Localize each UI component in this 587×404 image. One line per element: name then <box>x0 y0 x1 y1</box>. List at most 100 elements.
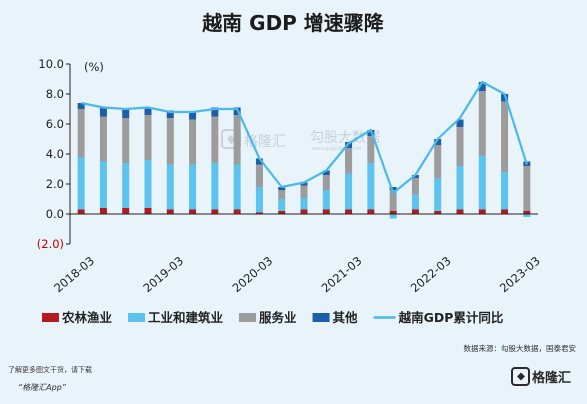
bar-segment <box>233 115 241 165</box>
bar-segment <box>300 182 308 186</box>
bar-segment <box>322 209 330 214</box>
bar-segment <box>189 209 197 214</box>
bar-segment <box>456 166 464 210</box>
legend-item: 工业和建筑业 <box>128 310 224 325</box>
bar-stack <box>434 139 442 214</box>
legend-item: 其他 <box>312 310 359 325</box>
bar-segment <box>501 94 509 102</box>
x-tick-label: 2020-03 <box>230 254 276 296</box>
bar-segment <box>345 209 353 214</box>
bar-segment <box>99 208 107 214</box>
bar-stack <box>367 130 375 214</box>
bar-segment <box>501 172 509 210</box>
legend-label: 服务业 <box>259 310 297 325</box>
y-unit-label: (%) <box>84 60 104 74</box>
bar-segment <box>434 178 442 211</box>
bar-segment <box>99 161 107 208</box>
bar-stack <box>122 109 130 214</box>
bar-segment <box>478 91 486 156</box>
bar-segment <box>300 209 308 214</box>
x-tick-label: 2019-03 <box>140 254 186 296</box>
bar-stack <box>144 107 152 214</box>
bar-stack <box>501 94 509 214</box>
bar-segment <box>77 103 85 109</box>
legend: 农林渔业 工业和建筑业 服务业 其他 越南GDP累计同比 <box>42 310 504 325</box>
bar-segment <box>189 164 197 210</box>
bar-segment <box>523 211 531 214</box>
brand-logo: 格隆汇 <box>511 367 571 386</box>
bar-segment <box>411 194 419 210</box>
bar-segment <box>77 157 85 210</box>
bar-segment <box>345 173 353 210</box>
bar-segment <box>478 82 486 91</box>
bar-segment <box>478 155 486 210</box>
bar-stack <box>456 119 464 214</box>
bar-stack <box>345 142 353 214</box>
bar-segment <box>411 175 419 178</box>
bar-stack <box>523 161 531 217</box>
y-tick-label: 2.0 <box>46 177 64 191</box>
bar-segment <box>300 197 308 210</box>
bar-segment <box>322 175 330 190</box>
bar-segment <box>166 164 174 210</box>
legend-label: 工业和建筑业 <box>148 310 224 325</box>
download-hint: 了解更多图文干货，请下载 <box>8 365 92 374</box>
bar-segment <box>411 209 419 214</box>
legend-swatch <box>42 313 59 322</box>
bar-stack <box>189 112 197 214</box>
bar-stack <box>233 107 241 214</box>
bar-segment <box>77 209 85 214</box>
bar-segment <box>144 208 152 214</box>
legend-label: 农林渔业 <box>61 310 113 325</box>
watermark-url: www.gogudata.com <box>312 146 362 152</box>
y-tick-label: (2.0) <box>37 237 64 251</box>
bar-segment <box>367 209 375 214</box>
bar-stack <box>77 103 85 214</box>
bar-segment <box>211 107 219 117</box>
bar-segment <box>255 187 263 213</box>
y-tick-label: 8.0 <box>46 87 64 101</box>
bar-segment <box>77 109 85 157</box>
bar-segment <box>523 166 531 211</box>
bar-segment <box>278 211 286 214</box>
bar-segment <box>278 190 286 199</box>
y-axis: 10.0 8.0 6.0 4.0 2.0 0.0 (2.0) <box>37 57 71 251</box>
bar-stack <box>166 110 174 214</box>
bar-segment <box>389 214 397 219</box>
x-tick-label: 2018-03 <box>51 254 97 296</box>
watermark: 格隆汇 勾股大数据 www.gogudata.com <box>221 129 380 152</box>
bar-segment <box>211 163 219 210</box>
brand-logo-icon <box>511 367 530 386</box>
legend-label: 其他 <box>333 310 359 325</box>
bar-segment <box>255 164 263 187</box>
bar-segment <box>122 109 130 118</box>
bar-segment <box>99 107 107 117</box>
legend-item: 越南GDP累计同比 <box>373 310 504 325</box>
bar-segment <box>389 187 397 190</box>
bar-segment <box>434 145 442 178</box>
bar-segment <box>166 110 174 118</box>
bar-stack <box>99 107 107 214</box>
bar-segment <box>278 199 286 211</box>
bar-stack <box>322 170 330 214</box>
y-tick-label: 0.0 <box>46 207 64 221</box>
source-note: 数据来源：勾股大数据，国泰君安 <box>464 343 577 353</box>
x-tick-label: 2023-03 <box>497 254 543 296</box>
bar-segment <box>278 187 286 190</box>
brand-logo-text: 格隆汇 <box>532 370 571 386</box>
bar-stack <box>255 158 263 214</box>
bar-segment <box>144 160 152 208</box>
x-tick-label: 2022-03 <box>408 254 454 296</box>
bar-segment <box>122 163 130 208</box>
bar-segment <box>300 185 308 198</box>
x-axis: 2018-03 2019-03 2020-03 2021-03 2022-03 2023-… <box>51 213 543 296</box>
bar-segment <box>189 112 197 120</box>
bar-segment <box>389 190 397 211</box>
y-tick-label: 10.0 <box>38 57 64 71</box>
legend-item: 农林渔业 <box>42 310 113 325</box>
legend-swatch <box>312 313 330 322</box>
bar-segment <box>122 118 130 163</box>
legend-item: 服务业 <box>239 310 297 325</box>
bar-segment <box>255 158 263 165</box>
